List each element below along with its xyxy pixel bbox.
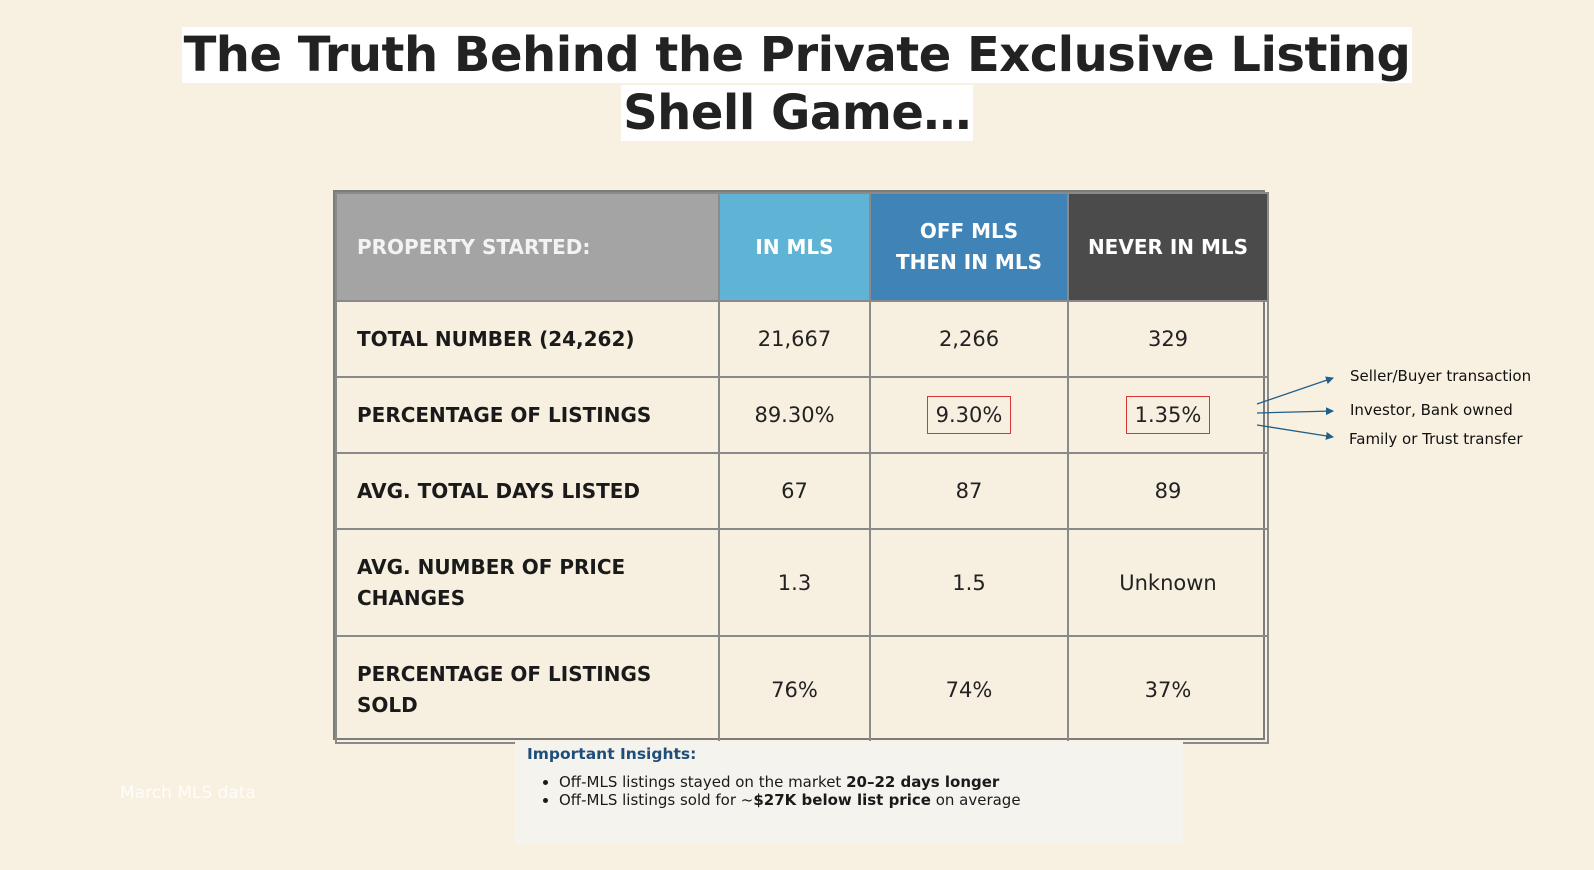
header-never-in-mls: NEVER IN MLS [1067, 192, 1269, 302]
list-item: Off-MLS listings sold for ~$27K below li… [559, 791, 1177, 809]
annotation-family-trust: Family or Trust transfer [1349, 430, 1523, 448]
highlight-box-never: 1.35% [1125, 396, 1211, 434]
row-label-line2: CHANGES [357, 585, 466, 610]
row-label-percentage-sold: PERCENTAGE OF LISTINGS SOLD [335, 635, 720, 744]
insights-list: Off-MLS listings stayed on the market 20… [521, 773, 1177, 809]
arrow-to-investor [1256, 407, 1334, 416]
insights-heading: Important Insights: [527, 745, 697, 763]
cell-never: 1.35% [1067, 376, 1269, 454]
table-row: PERCENTAGE OF LISTINGS SOLD 76% 74% 37% [335, 635, 1269, 744]
cell-off-then-in: 1.5 [869, 528, 1069, 637]
cell-never: 329 [1067, 300, 1269, 378]
cell-in-mls: 67 [718, 452, 871, 530]
cell-off-then-in: 74% [869, 635, 1069, 744]
row-label-avg-total-days: AVG. TOTAL DAYS LISTED [335, 452, 720, 530]
row-label-total-number: TOTAL NUMBER (24,262) [335, 300, 720, 378]
insight-2-text: Off-MLS listings sold for ~ [559, 791, 754, 809]
annotation-investor-bank: Investor, Bank owned [1350, 401, 1513, 419]
insights-box: Important Insights: Off-MLS listings sta… [515, 741, 1183, 844]
header-off-mls-line1: OFF MLS [919, 219, 1019, 243]
title-line-2: Shell Game… [621, 85, 973, 141]
arrow-to-family-trust [1256, 424, 1334, 440]
row-label-avg-price-changes: AVG. NUMBER OF PRICE CHANGES [335, 528, 720, 637]
insight-2-suffix: on average [930, 791, 1021, 809]
header-in-mls: IN MLS [718, 192, 871, 302]
arrow-to-seller-buyer [1256, 376, 1334, 405]
table-header-row: PROPERTY STARTED: IN MLS OFF MLS THEN IN… [335, 192, 1269, 302]
cell-off-then-in: 87 [869, 452, 1069, 530]
header-off-mls-then-in-mls: OFF MLS THEN IN MLS [869, 192, 1069, 302]
table-row: AVG. TOTAL DAYS LISTED 67 87 89 [335, 452, 1269, 530]
table-row: AVG. NUMBER OF PRICE CHANGES 1.3 1.5 Unk… [335, 528, 1269, 637]
annotation-arrows [1256, 376, 1334, 440]
mls-comparison-table: PROPERTY STARTED: IN MLS OFF MLS THEN IN… [333, 190, 1269, 744]
cell-off-then-in: 2,266 [869, 300, 1069, 378]
cell-never: 89 [1067, 452, 1269, 530]
cell-in-mls: 1.3 [718, 528, 871, 637]
row-label-line2: SOLD [357, 692, 418, 717]
table-row: PERCENTAGE OF LISTINGS 89.30% 9.30% 1.35… [335, 376, 1269, 454]
header-off-mls-line2: THEN IN MLS [896, 250, 1042, 274]
cell-never: Unknown [1067, 528, 1269, 637]
mls-table: PROPERTY STARTED: IN MLS OFF MLS THEN IN… [335, 192, 1269, 744]
cell-in-mls: 76% [718, 635, 871, 744]
footnote-source: March MLS data [120, 783, 256, 803]
cell-in-mls: 21,667 [718, 300, 871, 378]
list-item: Off-MLS listings stayed on the market 20… [559, 773, 1177, 791]
row-label-line1: AVG. NUMBER OF PRICE [357, 554, 626, 579]
row-label-percentage-of-listings: PERCENTAGE OF LISTINGS [335, 376, 720, 454]
header-property-started: PROPERTY STARTED: [335, 192, 720, 302]
title-line-1: The Truth Behind the Private Exclusive L… [181, 27, 1413, 83]
insight-1-bold: 20–22 days longer [846, 773, 1000, 791]
insight-1-text: Off-MLS listings stayed on the market [559, 773, 847, 791]
table-row: TOTAL NUMBER (24,262) 21,667 2,266 329 [335, 300, 1269, 378]
cell-off-then-in: 9.30% [869, 376, 1069, 454]
page-title: The Truth Behind the Private Exclusive L… [0, 26, 1594, 142]
row-label-line1: PERCENTAGE OF LISTINGS [357, 661, 652, 686]
annotation-group: Seller/Buyer transaction Investor, Bank … [1255, 360, 1585, 460]
insight-2-bold: $27K below list price [753, 791, 931, 809]
cell-in-mls: 89.30% [718, 376, 871, 454]
cell-never: 37% [1067, 635, 1269, 744]
highlight-box-off-then-in: 9.30% [926, 396, 1012, 434]
annotation-seller-buyer: Seller/Buyer transaction [1350, 367, 1532, 385]
